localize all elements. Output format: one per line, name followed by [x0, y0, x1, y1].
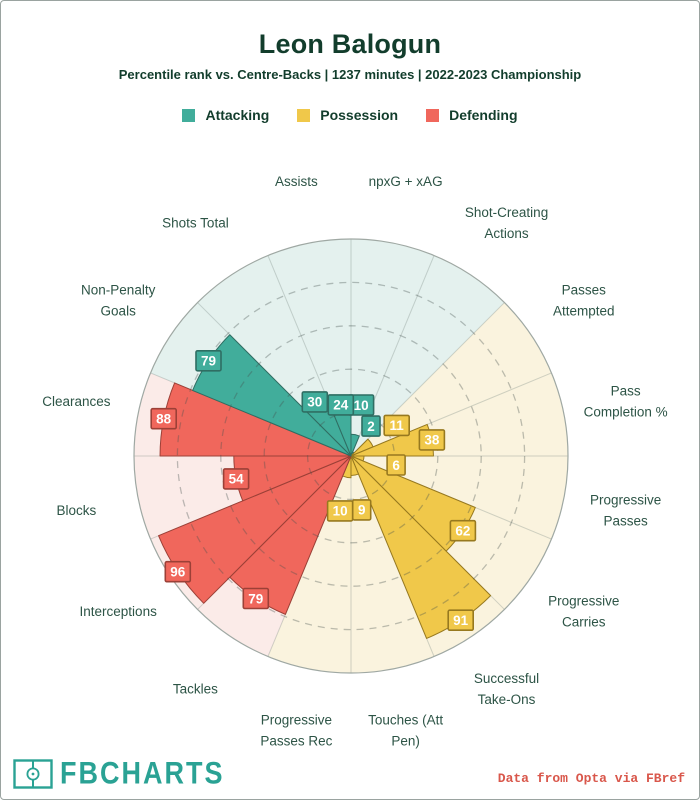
category-label: Tackles [173, 681, 218, 696]
svg-text:79: 79 [201, 354, 216, 369]
value-badge: 96 [164, 560, 192, 583]
svg-text:11: 11 [390, 418, 405, 433]
value-badge: 10 [326, 500, 354, 522]
grid-ring-40 [263, 368, 439, 544]
category-label: Pass Completion % [584, 383, 668, 419]
svg-text:54: 54 [229, 472, 245, 487]
value-badge: 30 [301, 391, 329, 413]
legend-item-attacking: Attacking [182, 107, 269, 123]
value-badge: 10 [347, 394, 375, 416]
value-badge: 79 [242, 587, 270, 610]
svg-text:79: 79 [248, 591, 263, 606]
sector-background [351, 456, 568, 540]
svg-text:2: 2 [367, 419, 375, 434]
category-label: Interceptions [80, 604, 158, 619]
legend-label: Attacking [205, 107, 270, 123]
category-label: Progressive Carries [548, 594, 619, 630]
category-label: Shot-Creating Actions [465, 205, 548, 241]
sector-background [351, 255, 505, 456]
svg-text:30: 30 [307, 395, 322, 410]
value-badge: 2 [361, 415, 381, 437]
svg-text:6: 6 [392, 458, 400, 473]
svg-text:10: 10 [333, 504, 348, 519]
category-label: Touches (Att Pen) [368, 713, 443, 749]
brand-wordmark: FBCHARTS [60, 755, 225, 791]
chart-subtitle: Percentile rank vs. Centre-Backs | 1237 … [118, 67, 582, 82]
category-label: Non-Penalty Goals [81, 282, 156, 318]
legend: Attacking Possession Defending [1, 107, 699, 123]
svg-text:91: 91 [453, 613, 469, 628]
value-badge: 38 [418, 429, 446, 451]
grid-ring-60 [220, 325, 482, 587]
grid-ring-80 [176, 281, 526, 631]
category-label: Assists [275, 174, 318, 189]
legend-label: Possession [320, 107, 399, 123]
category-label: Progressive Passes Rec [260, 713, 332, 749]
value-badge: 24 [327, 394, 355, 416]
outer-ring [133, 238, 569, 674]
value-badge: 88 [150, 407, 177, 430]
svg-text:88: 88 [156, 412, 172, 427]
category-label: Clearances [42, 394, 111, 409]
value-badge: 62 [449, 519, 477, 542]
fbcharts-brand: FBCHARTS [13, 755, 225, 791]
value-badge: 79 [195, 349, 222, 372]
legend-item-possession: Possession [297, 107, 398, 123]
data-credit: Data from Opta via FBref [497, 771, 685, 786]
attacking-swatch-icon [182, 108, 196, 122]
sector-background [351, 456, 435, 673]
value-badge: 91 [447, 609, 475, 632]
svg-text:62: 62 [455, 524, 470, 539]
svg-text:24: 24 [333, 398, 349, 413]
value-badge: 11 [383, 414, 411, 437]
value-badge: 9 [351, 499, 372, 521]
value-badge: 54 [222, 468, 250, 490]
category-label: Successful Take-Ons [474, 671, 539, 707]
possession-swatch-icon [297, 108, 311, 122]
category-label: Passes Attempted [553, 282, 615, 318]
category-label: npxG + xAG [369, 174, 443, 189]
page-title: Leon Balogun [258, 29, 442, 59]
legend-label: Defending [449, 107, 518, 123]
category-label: Progressive Passes [590, 493, 661, 529]
legend-item-defending: Defending [426, 107, 518, 123]
svg-text:96: 96 [170, 565, 186, 580]
svg-text:9: 9 [358, 503, 366, 518]
category-label: Shots Total [162, 216, 229, 231]
svg-text:10: 10 [354, 398, 369, 413]
defending-swatch-icon [426, 108, 440, 122]
value-badge: 6 [386, 454, 406, 476]
svg-text:38: 38 [424, 433, 440, 448]
football-pitch-icon [13, 758, 53, 789]
category-label: Blocks [56, 503, 96, 518]
